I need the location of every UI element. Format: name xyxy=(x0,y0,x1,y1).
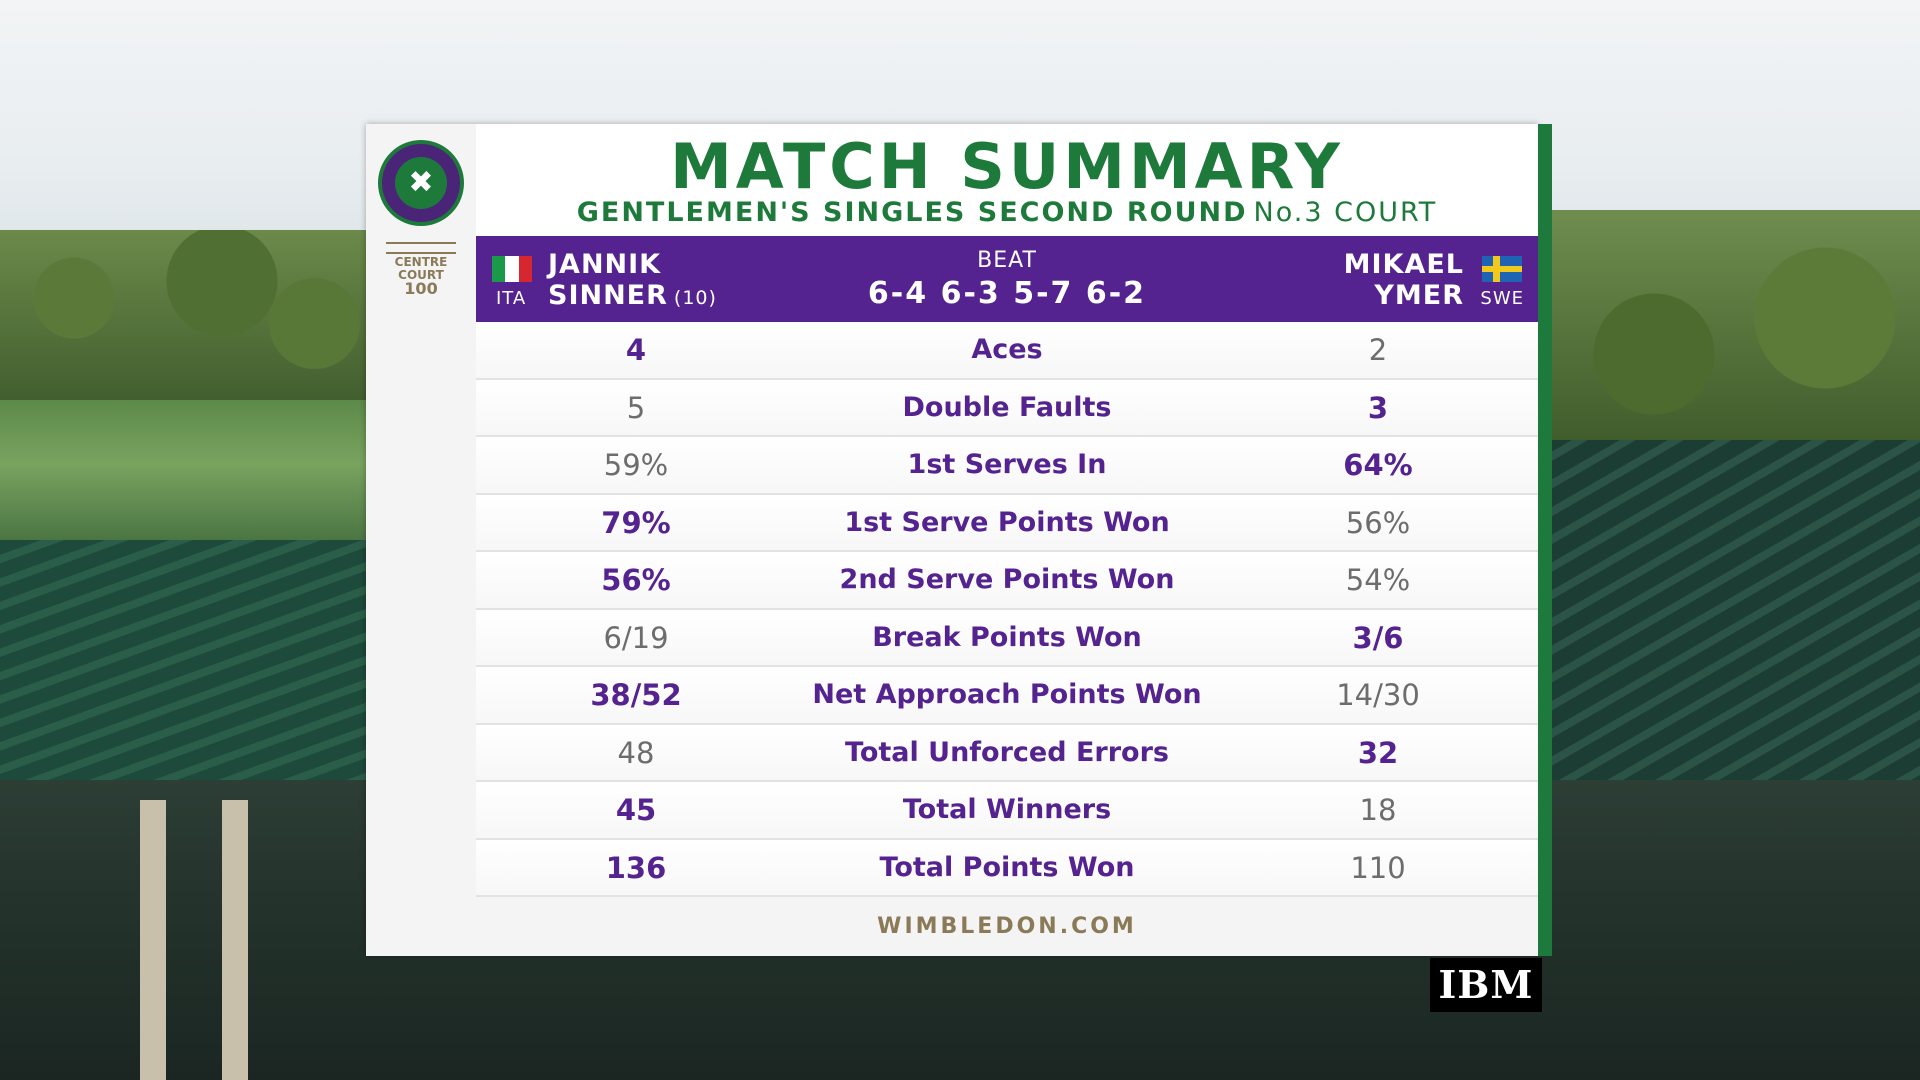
stat-label: Break Points Won xyxy=(872,621,1142,653)
stat-row: 59% 1st Serves In 64% xyxy=(476,437,1538,495)
stat-row: 48 Total Unforced Errors 32 xyxy=(476,724,1538,782)
player2-stat: 14/30 xyxy=(1336,678,1420,712)
stat-label: Net Approach Points Won xyxy=(812,679,1202,710)
panel-green-rule xyxy=(1538,124,1552,956)
player1-stat: 79% xyxy=(601,505,671,540)
player2-stat: 3 xyxy=(1367,390,1389,425)
player2-stat: 64% xyxy=(1343,448,1413,482)
stat-row: 6/19 Break Points Won 3/6 xyxy=(476,609,1538,667)
player1-surname: SINNER xyxy=(548,280,668,311)
panel-sidebar: ✖ CENTRE COURT 100 xyxy=(366,124,476,956)
player1-stat: 59% xyxy=(603,448,669,482)
player1-nation: ITA xyxy=(496,288,527,309)
stat-row: 38/52 Net Approach Points Won 14/30 xyxy=(476,667,1538,725)
stat-label: Total Points Won xyxy=(879,851,1135,883)
centre-court-number: 100 xyxy=(404,279,438,298)
player1-stat: 136 xyxy=(605,850,667,885)
stat-label: 2nd Serve Points Won xyxy=(839,564,1175,595)
event-subtitle: GENTLEMEN'S SINGLES SECOND ROUND No.3 COU… xyxy=(476,196,1538,230)
player2-stat: 32 xyxy=(1357,735,1399,770)
ibm-logo: IBM xyxy=(1430,958,1542,1012)
player1-last-name: SINNER (10) xyxy=(548,280,717,314)
result-word: BEAT xyxy=(977,248,1037,273)
background-pillar xyxy=(140,800,166,1080)
player1-first-name: JANNIK xyxy=(548,249,662,280)
stat-row: 4 Aces 2 xyxy=(476,322,1538,380)
italy-flag-icon xyxy=(492,256,532,282)
page-title: MATCH SUMMARY xyxy=(670,130,1344,203)
player1-stat: 38/52 xyxy=(590,678,682,712)
stats-table: 4 Aces 2 5 Double Faults 3 59% 1st Serve… xyxy=(476,322,1538,897)
footer-website: WIMBLEDON.COM xyxy=(476,897,1538,956)
player2-nation: SWE xyxy=(1480,288,1524,309)
player1-stat: 48 xyxy=(617,735,655,770)
background-stands-left xyxy=(0,540,370,780)
player2-stat: 2 xyxy=(1368,333,1388,367)
player2-stat: 54% xyxy=(1345,563,1411,597)
background-pillar xyxy=(222,800,248,1080)
player2-last-name: YMER xyxy=(1374,280,1464,311)
player1-stat: 45 xyxy=(615,793,657,827)
player2-stat: 110 xyxy=(1350,850,1406,885)
crossed-rackets-icon: ✖ xyxy=(395,157,447,209)
player1-stat: 6/19 xyxy=(603,620,669,655)
background-trees-right xyxy=(1540,210,1920,450)
player1-stat: 5 xyxy=(626,390,646,425)
wimbledon-logo-icon: ✖ xyxy=(378,140,464,226)
player2-stat: 56% xyxy=(1345,505,1411,540)
player1-stat: 56% xyxy=(601,563,671,597)
stat-label: Total Unforced Errors xyxy=(845,736,1169,768)
player2-stat: 3/6 xyxy=(1352,620,1404,655)
stat-label: Double Faults xyxy=(902,391,1112,423)
stat-label: Total Winners xyxy=(902,794,1112,825)
background-stands-right xyxy=(1540,440,1920,840)
result-banner: ITA JANNIK SINNER (10) BEAT 6-4 6-3 5-7 6… xyxy=(476,236,1538,322)
event-name: GENTLEMEN'S SINGLES SECOND ROUND xyxy=(576,197,1248,228)
stat-row: 45 Total Winners 18 xyxy=(476,782,1538,840)
stat-row: 56% 2nd Serve Points Won 54% xyxy=(476,552,1538,610)
background-trees-left xyxy=(0,230,370,400)
court-name: No.3 COURT xyxy=(1253,197,1438,228)
background-court xyxy=(0,400,370,560)
crown-icon xyxy=(386,242,456,254)
stat-row: 5 Double Faults 3 xyxy=(476,379,1538,437)
stat-label: Aces xyxy=(971,334,1043,365)
stat-row: 136 Total Points Won 110 xyxy=(476,839,1538,897)
centre-court-100-logo: CENTRE COURT 100 xyxy=(380,242,462,298)
player2-first-name: MIKAEL xyxy=(1343,249,1464,280)
player1-seed: (10) xyxy=(673,287,717,309)
player1-stat: 4 xyxy=(625,333,647,367)
match-summary-panel: ✖ CENTRE COURT 100 MATCH SUMMARY GENTLEM… xyxy=(366,124,1552,956)
centre-court-line2: COURT xyxy=(398,268,444,282)
stat-label: 1st Serves In xyxy=(907,449,1107,480)
stat-row: 79% 1st Serve Points Won 56% xyxy=(476,494,1538,552)
centre-court-line1: CENTRE xyxy=(394,255,448,269)
sweden-flag-icon xyxy=(1482,256,1522,282)
match-score: 6-4 6-3 5-7 6-2 xyxy=(867,276,1147,311)
stat-label: 1st Serve Points Won xyxy=(844,506,1170,538)
player2-stat: 18 xyxy=(1359,793,1397,827)
